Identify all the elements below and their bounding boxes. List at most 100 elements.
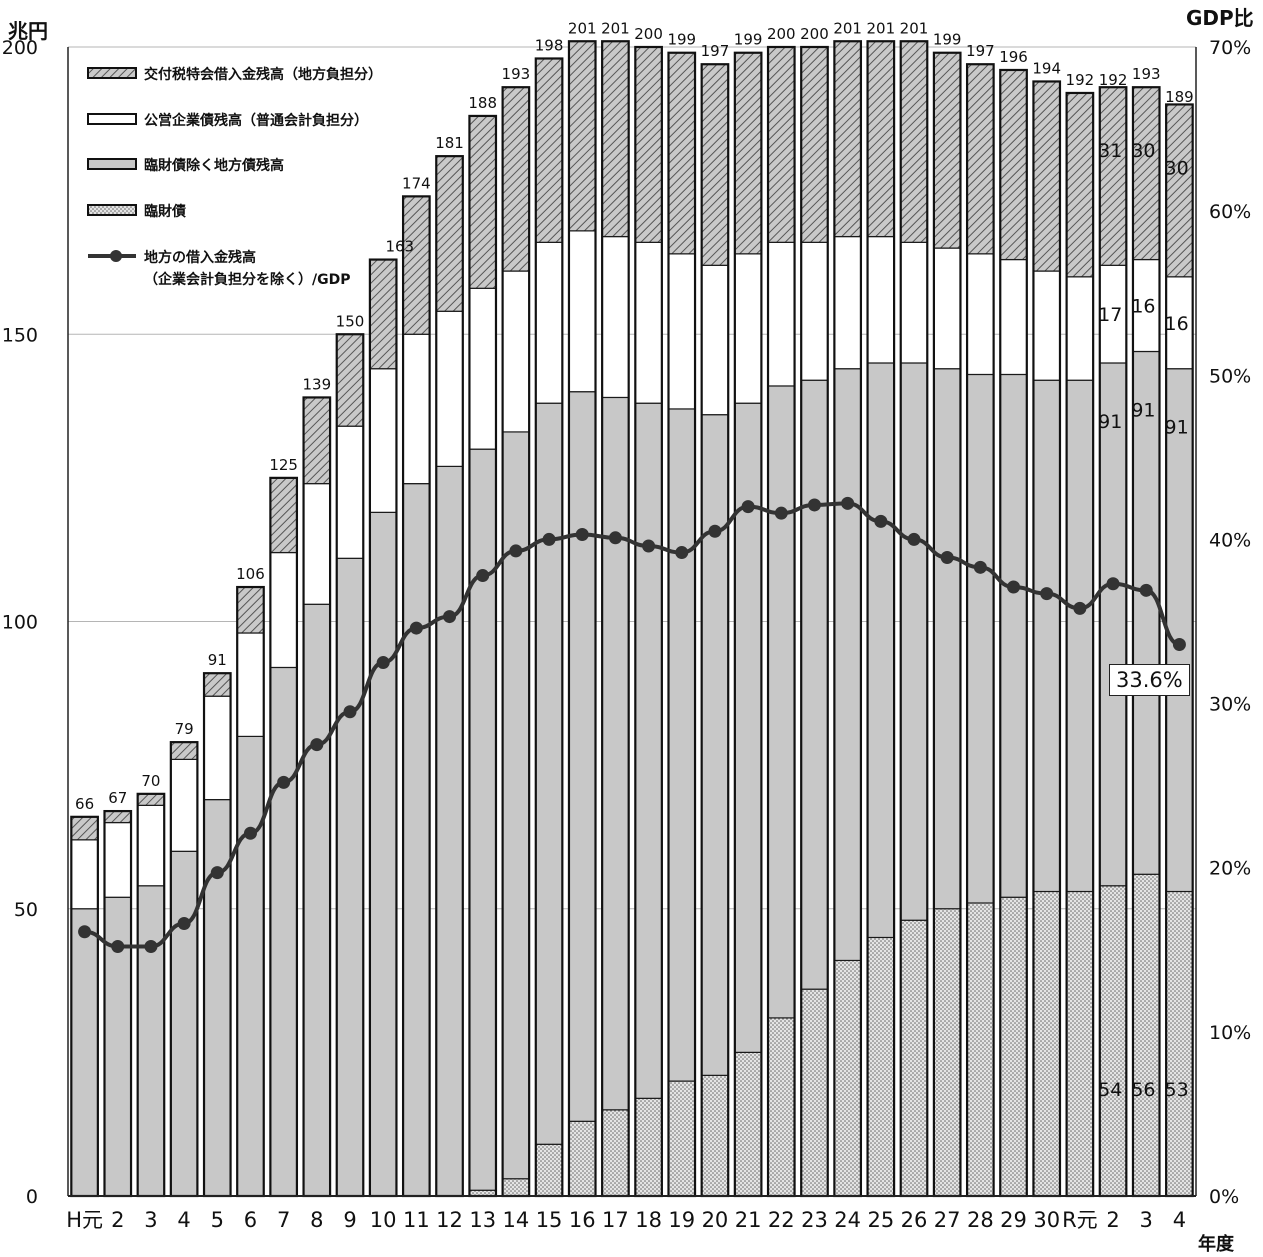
bar-segment-public-enterprise (435, 310, 464, 467)
legend: 交付税特会借入金残高（地方負担分） 公営企業債残高（普通会計負担分） 臨財債除く地方… (87, 66, 382, 288)
bar-segment-special-account (1032, 80, 1061, 272)
gdp-ratio-point (144, 940, 158, 954)
gdp-ratio-point (443, 610, 457, 624)
bar-segment-special-account (866, 40, 895, 238)
bar-segment-special-account (767, 46, 796, 243)
bar-total-label: 125 (269, 456, 298, 474)
bar-segment-local-bond (1132, 350, 1161, 875)
bar-segment-local-bond (833, 368, 862, 962)
bar-segment-public-enterprise (103, 821, 132, 898)
bar-segment-special-account (302, 396, 331, 485)
bar-segment-public-enterprise (634, 241, 663, 404)
bar-segment-special-account (701, 63, 729, 266)
y-left-tick: 50 (14, 899, 38, 921)
bar-total-label: 199 (933, 31, 962, 49)
y-left-unit: 兆円 (8, 19, 48, 43)
x-tick-label: 18 (635, 1208, 662, 1232)
bar-segment-public-enterprise (502, 270, 530, 433)
legend-label: 交付税特会借入金残高（地方負担分） (144, 66, 382, 83)
x-unit: 年度 (1198, 1233, 1235, 1255)
bar-segment-special-account (634, 46, 663, 243)
bar-segment-rinzai (966, 902, 995, 1197)
bar-segment-special-account (70, 816, 99, 841)
bar-segment-rinzai (601, 1109, 630, 1197)
bar-segment-public-enterprise (701, 264, 729, 416)
x-tick-label: 27 (934, 1208, 961, 1232)
gdp-ratio-point (708, 524, 722, 538)
segment-value-label: 16 (1131, 296, 1155, 318)
bar-segment-rinzai (1032, 891, 1061, 1197)
bar-segment-special-account (502, 86, 530, 272)
legend-label-cont: （企業会計負担分を除く）/GDP (144, 271, 351, 288)
x-tick-label: 2 (111, 1208, 124, 1232)
gdp-ratio-point (1139, 583, 1153, 597)
bar-total-label: 174 (402, 174, 431, 192)
bar-segment-public-enterprise (70, 839, 99, 910)
y-right-tick: 40% (1209, 529, 1251, 551)
y-right-tick: 20% (1209, 858, 1251, 880)
gdp-ratio-point (177, 917, 191, 931)
x-tick-label: 16 (569, 1208, 596, 1232)
legend-swatch-special-account (87, 67, 137, 79)
bar-segment-local-bond (800, 379, 829, 990)
bar-segment-special-account (435, 155, 464, 312)
bar-segment-local-bond (1032, 379, 1061, 893)
bar-segment-public-enterprise (170, 758, 198, 852)
x-tick-label: 2 (1106, 1208, 1119, 1232)
bar-total-label: 150 (336, 312, 365, 330)
bar-segment-local-bond (767, 385, 796, 1019)
gdp-ratio-point (210, 866, 224, 880)
legend-label: 公営企業債残高（普通会計負担分） (144, 112, 368, 129)
y-left-tick: 150 (2, 324, 38, 346)
bar-segment-public-enterprise (402, 333, 431, 485)
bar-segment-local-bond (203, 798, 232, 1197)
bar-segment-local-bond (601, 396, 630, 1111)
bar-segment-local-bond (468, 448, 497, 1191)
bar-segment-public-enterprise (800, 241, 829, 381)
bar-segment-special-account (236, 586, 265, 634)
gdp-ratio-point (78, 925, 92, 939)
legend-swatch-rinzai (87, 204, 137, 216)
x-tick-label: 28 (967, 1208, 994, 1232)
bar-total-label: 70 (141, 772, 160, 790)
gdp-ratio-point (243, 826, 257, 840)
segment-value-label: 16 (1164, 313, 1188, 335)
data-labels: 66 67707991106125139150163174181188193198… (75, 19, 1194, 1101)
y-right-tick: 60% (1209, 201, 1251, 223)
legend-swatch-local-bond (87, 158, 137, 170)
bar-total-label: 79 (175, 720, 194, 738)
bar-segment-rinzai (568, 1120, 597, 1197)
y-right-tick: 50% (1209, 365, 1251, 387)
segment-value-label: 30 (1164, 157, 1188, 179)
bar-segment-special-account (468, 115, 497, 289)
bar-segment-local-bond (1165, 368, 1194, 893)
bar-total-label: 200 (800, 25, 829, 43)
gdp-ratio-point (774, 506, 788, 520)
gdp-ratio-point (841, 496, 855, 510)
bar-total-label: 192 (1099, 71, 1128, 89)
bar-segment-public-enterprise (933, 247, 962, 370)
gdp-ratio-point (608, 531, 622, 545)
bar-segment-public-enterprise (336, 425, 364, 559)
bar-segment-rinzai (833, 959, 862, 1197)
gdp-ratio-point (575, 528, 589, 542)
bar-segment-special-account (999, 69, 1028, 261)
y-left-tick: 200 (2, 37, 38, 59)
segment-value-label: 30 (1131, 140, 1155, 162)
bar-segment-rinzai (1099, 885, 1127, 1197)
x-tick-label: 3 (1140, 1208, 1153, 1232)
segment-value-label: 17 (1098, 304, 1122, 326)
bar-segment-local-bond (966, 373, 995, 904)
x-tick-label: 17 (602, 1208, 629, 1232)
legend-swatch-gdp-point (110, 250, 122, 262)
segment-value-label: 91 (1164, 417, 1188, 439)
bar-segment-special-account (1132, 86, 1161, 261)
bar-segment-public-enterprise (302, 483, 331, 605)
segment-value-label: 91 (1131, 399, 1155, 421)
bar-segment-special-account (402, 195, 431, 335)
bar-total-label: 201 (900, 19, 929, 37)
bar-segment-local-bond (701, 414, 729, 1076)
gdp-ratio-point (1073, 601, 1087, 615)
y-right-tick: 0% (1209, 1186, 1239, 1208)
bar-segment-special-account (1099, 86, 1127, 266)
